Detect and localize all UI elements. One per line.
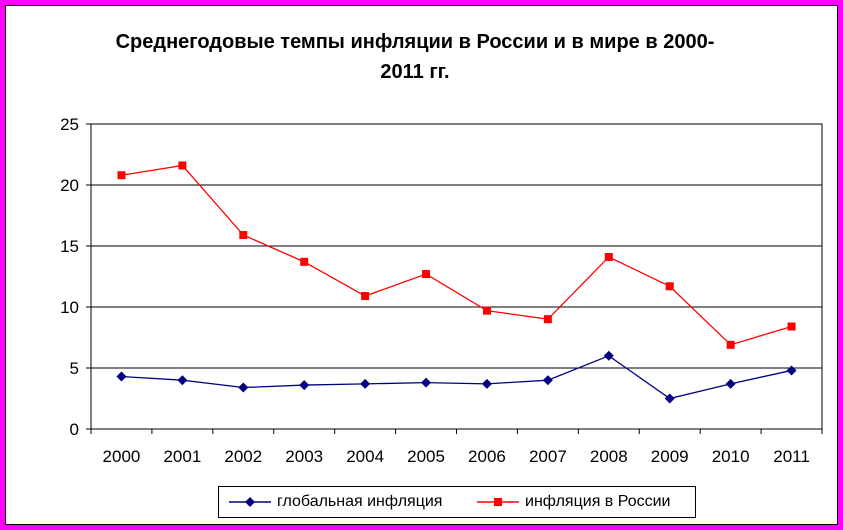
data-point bbox=[361, 292, 370, 301]
legend-label-russia: инфляция в России bbox=[525, 493, 671, 510]
legend-item-global: глобальная инфляция bbox=[229, 487, 442, 517]
data-point bbox=[543, 315, 552, 324]
x-tick-label: 2009 bbox=[651, 447, 689, 466]
y-tick-label: 5 bbox=[70, 359, 79, 378]
legend-item-russia: инфляция в России bbox=[477, 487, 670, 517]
data-point bbox=[117, 171, 126, 180]
x-tick-label: 2001 bbox=[163, 447, 201, 466]
data-point bbox=[421, 377, 432, 388]
chart-title-line-2: 2011 гг. bbox=[380, 61, 450, 83]
y-tick-label: 15 bbox=[60, 237, 79, 256]
data-point bbox=[299, 380, 310, 391]
data-point bbox=[786, 365, 797, 376]
data-point bbox=[239, 231, 248, 240]
square-marker-icon bbox=[477, 498, 519, 506]
data-point bbox=[238, 382, 249, 393]
series-1 bbox=[117, 161, 796, 349]
data-point bbox=[177, 375, 188, 386]
series-line bbox=[121, 355, 792, 400]
data-point bbox=[481, 378, 492, 389]
y-tick-label: 0 bbox=[70, 420, 79, 439]
plot-area bbox=[90, 123, 823, 430]
chart-area-border bbox=[5, 5, 838, 525]
data-point bbox=[542, 375, 553, 386]
series-line bbox=[121, 164, 792, 346]
x-tick-label: 2003 bbox=[285, 447, 323, 466]
series-0 bbox=[116, 350, 797, 404]
x-tick-label: 2011 bbox=[773, 447, 810, 466]
x-axis-ticks: 2000 2001 2002 2003 2004 2005 2006 2007 2008 2009… bbox=[90, 429, 823, 466]
x-tick-label: 2004 bbox=[346, 447, 384, 466]
x-tick-label: 2008 bbox=[590, 447, 628, 466]
data-point bbox=[604, 252, 613, 261]
data-point bbox=[664, 393, 675, 404]
data-point bbox=[787, 322, 796, 331]
y-axis-ticks: 0 5 10 15 20 25 bbox=[60, 115, 91, 439]
data-point bbox=[178, 161, 187, 170]
x-tick-label: 2002 bbox=[224, 447, 262, 466]
x-tick-label: 2005 bbox=[407, 447, 445, 466]
x-tick-label: 2006 bbox=[468, 447, 506, 466]
data-point bbox=[482, 306, 491, 315]
series-layer bbox=[116, 161, 797, 404]
data-point bbox=[665, 282, 674, 291]
legend: глобальная инфляция инфляция в России bbox=[218, 486, 696, 518]
chart-title: Среднегодовые темпы инфляции в России и … bbox=[80, 27, 750, 87]
x-tick-label: 2010 bbox=[712, 447, 750, 466]
diamond-marker-icon bbox=[229, 497, 271, 507]
y-tick-label: 10 bbox=[60, 298, 79, 317]
data-point bbox=[603, 350, 614, 361]
data-point bbox=[422, 270, 431, 279]
data-point bbox=[725, 378, 736, 389]
y-tick-label: 25 bbox=[60, 115, 79, 134]
legend-label-global: глобальная инфляция bbox=[277, 493, 443, 510]
data-point bbox=[300, 257, 309, 266]
data-point bbox=[116, 371, 127, 382]
x-tick-label: 2000 bbox=[103, 447, 141, 466]
data-point bbox=[726, 340, 735, 349]
x-tick-label: 2007 bbox=[529, 447, 567, 466]
chart-title-line-1: Среднегодовые темпы инфляции в России и … bbox=[115, 31, 715, 53]
gridlines bbox=[91, 184, 822, 369]
data-point bbox=[360, 378, 371, 389]
y-tick-label: 20 bbox=[60, 176, 79, 195]
